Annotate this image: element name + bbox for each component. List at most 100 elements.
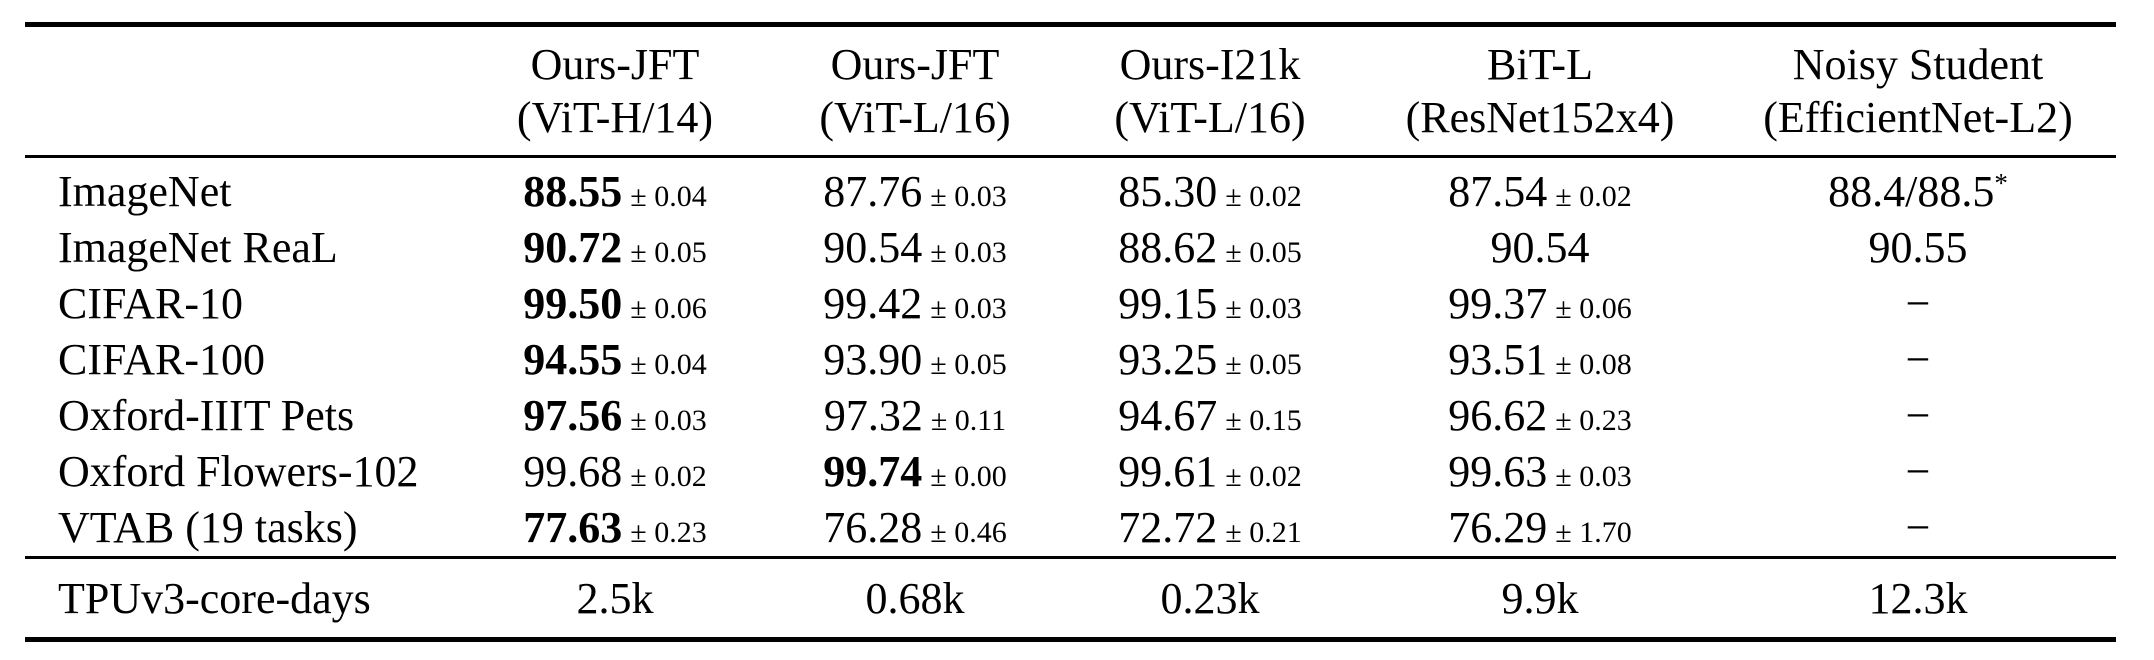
metric-stddev: ± 0.03 — [630, 404, 707, 437]
results-table: Ours-JFT (ViT-H/14) Ours-JFT (ViT-L/16) Ours… — [25, 27, 2116, 637]
metric-value: 93.90 — [823, 335, 923, 384]
row-label: ImageNet ReaL — [58, 223, 338, 272]
metric-value: 72.72 — [1118, 503, 1218, 552]
table-body: ImageNet 88.55 ± 0.04 87.76 ± 0.03 85.30 ± 0.0… — [25, 157, 2116, 558]
metric-cell: 97.32 ± 0.11 — [770, 388, 1060, 444]
metric-cell: 99.68 ± 0.02 — [460, 444, 770, 500]
compute-cost-cell: 0.68k — [770, 556, 1060, 637]
metric-cell: 99.50 ± 0.06 — [460, 276, 770, 332]
compute-cost-cell: 2.5k — [460, 556, 770, 637]
metric-value: 99.61 — [1118, 447, 1218, 496]
column-header-5: Noisy Student (EfficientNet-L2) — [1720, 27, 2116, 158]
metric-stddev: ± 0.05 — [1225, 348, 1302, 381]
metric-stddev: ± 0.03 — [1225, 292, 1302, 325]
metric-cell: 90.72 ± 0.05 — [460, 220, 770, 276]
metric-value: 99.63 — [1448, 447, 1548, 496]
model-name: Ours-JFT — [830, 40, 1000, 89]
metric-cell: − — [1720, 444, 2116, 500]
compute-cost-value: 0.68k — [865, 573, 965, 623]
metric-cell: 76.28 ± 0.46 — [770, 500, 1060, 558]
model-architecture: (ViT-L/16) — [819, 93, 1011, 142]
metric-value: 77.63 — [523, 503, 623, 552]
corner-cell — [25, 27, 460, 158]
metric-cell: 77.63 ± 0.23 — [460, 500, 770, 558]
metric-value: 96.62 — [1448, 391, 1548, 440]
metric-cell: − — [1720, 332, 2116, 388]
metric-value: 99.74 — [823, 447, 923, 496]
metric-cell: 90.55 — [1720, 220, 2116, 276]
table-row: CIFAR-100 94.55 ± 0.04 93.90 ± 0.05 93.25 ± 0.… — [25, 332, 2116, 388]
metric-cell: 99.15 ± 0.03 — [1060, 276, 1360, 332]
metric-value: − — [1905, 279, 1931, 328]
metric-stddev: ± 0.04 — [630, 348, 707, 381]
metric-cell: 93.90 ± 0.05 — [770, 332, 1060, 388]
compute-cost-cell: 0.23k — [1060, 556, 1360, 637]
metric-cell: 85.30 ± 0.02 — [1060, 157, 1360, 221]
metric-cell: 90.54 ± 0.03 — [770, 220, 1060, 276]
model-name: Noisy Student — [1792, 40, 2044, 89]
metric-stddev: ± 0.11 — [930, 404, 1007, 437]
metric-value: − — [1905, 447, 1931, 496]
metric-value: 90.72 — [523, 223, 623, 272]
metric-value: 94.55 — [523, 335, 623, 384]
row-label: VTAB (19 tasks) — [58, 503, 358, 552]
metric-stddev: ± 0.03 — [930, 292, 1007, 325]
metric-value: 88.62 — [1118, 223, 1218, 272]
metric-cell: − — [1720, 388, 2116, 444]
metric-value: 90.54 — [823, 223, 923, 272]
table-row: Oxford-IIIT Pets 97.56 ± 0.03 97.32 ± 0.11 94… — [25, 388, 2116, 444]
metric-stddev: ± 0.03 — [930, 236, 1007, 269]
metric-value: − — [1905, 503, 1931, 552]
metric-stddev: ± 0.06 — [1555, 292, 1632, 325]
row-label: Oxford-IIIT Pets — [58, 391, 355, 440]
row-label: ImageNet — [58, 167, 232, 216]
metric-cell: 90.54 — [1360, 220, 1720, 276]
metric-value: 93.51 — [1448, 335, 1548, 384]
metric-cell: 87.76 ± 0.03 — [770, 157, 1060, 221]
metric-value: 99.15 — [1118, 279, 1218, 328]
metric-stddev: ± 0.46 — [930, 516, 1007, 549]
column-header-2: Ours-JFT (ViT-L/16) — [770, 27, 1060, 158]
metric-value: 90.55 — [1868, 223, 1968, 272]
model-architecture: (ViT-H/14) — [516, 93, 714, 142]
metric-value: 97.32 — [823, 391, 923, 440]
metric-cell: 96.62 ± 0.23 — [1360, 388, 1720, 444]
metric-stddev: ± 0.08 — [1555, 348, 1632, 381]
compute-cost-value: 12.3k — [1868, 573, 1968, 623]
metric-cell: 93.25 ± 0.05 — [1060, 332, 1360, 388]
metric-cell: 87.54 ± 0.02 — [1360, 157, 1720, 221]
metric-stddev: ± 0.06 — [630, 292, 707, 325]
metric-stddev: ± 0.21 — [1225, 516, 1302, 549]
table-footer: TPUv3-core-days 2.5k 0.68k 0.23k 9.9k 12.3k — [25, 556, 2116, 637]
metric-stddev: ± 0.04 — [630, 180, 707, 213]
results-table-figure: Ours-JFT (ViT-H/14) Ours-JFT (ViT-L/16) Ours… — [25, 22, 2116, 642]
metric-stddev: ± 0.23 — [1555, 404, 1632, 437]
header-row: Ours-JFT (ViT-H/14) Ours-JFT (ViT-L/16) Ours… — [25, 27, 2116, 158]
metric-cell: 94.55 ± 0.04 — [460, 332, 770, 388]
compute-cost-value: 2.5k — [576, 573, 654, 623]
footer-row-label: TPUv3-core-days — [25, 556, 460, 637]
model-name: BiT-L — [1487, 40, 1593, 89]
table-row: CIFAR-10 99.50 ± 0.06 99.42 ± 0.03 99.15 ± 0.0… — [25, 276, 2116, 332]
metric-stddev: ± 0.15 — [1225, 404, 1302, 437]
metric-cell: 99.74 ± 0.00 — [770, 444, 1060, 500]
metric-value: 94.67 — [1118, 391, 1218, 440]
metric-value: 99.42 — [823, 279, 923, 328]
metric-stddev: ± 1.70 — [1555, 516, 1632, 549]
table-row: Oxford Flowers-102 99.68 ± 0.02 99.74 ± 0.00… — [25, 444, 2116, 500]
model-name: Ours-I21k — [1119, 40, 1301, 89]
footnote-marker: * — [1994, 168, 2008, 198]
metric-cell: 88.62 ± 0.05 — [1060, 220, 1360, 276]
metric-cell: 97.56 ± 0.03 — [460, 388, 770, 444]
table-row: ImageNet 88.55 ± 0.04 87.76 ± 0.03 85.30 ± 0.0… — [25, 157, 2116, 221]
compute-cost-cell: 12.3k — [1720, 556, 2116, 637]
metric-value: 97.56 — [523, 391, 623, 440]
metric-cell: 99.61 ± 0.02 — [1060, 444, 1360, 500]
table-row: VTAB (19 tasks) 77.63 ± 0.23 76.28 ± 0.46 72.… — [25, 500, 2116, 558]
metric-value: − — [1905, 335, 1931, 384]
metric-cell: 93.51 ± 0.08 — [1360, 332, 1720, 388]
row-label: CIFAR-100 — [58, 335, 265, 384]
metric-stddev: ± 0.02 — [1225, 460, 1302, 493]
metric-cell: 99.42 ± 0.03 — [770, 276, 1060, 332]
metric-value: 99.68 — [523, 447, 623, 496]
